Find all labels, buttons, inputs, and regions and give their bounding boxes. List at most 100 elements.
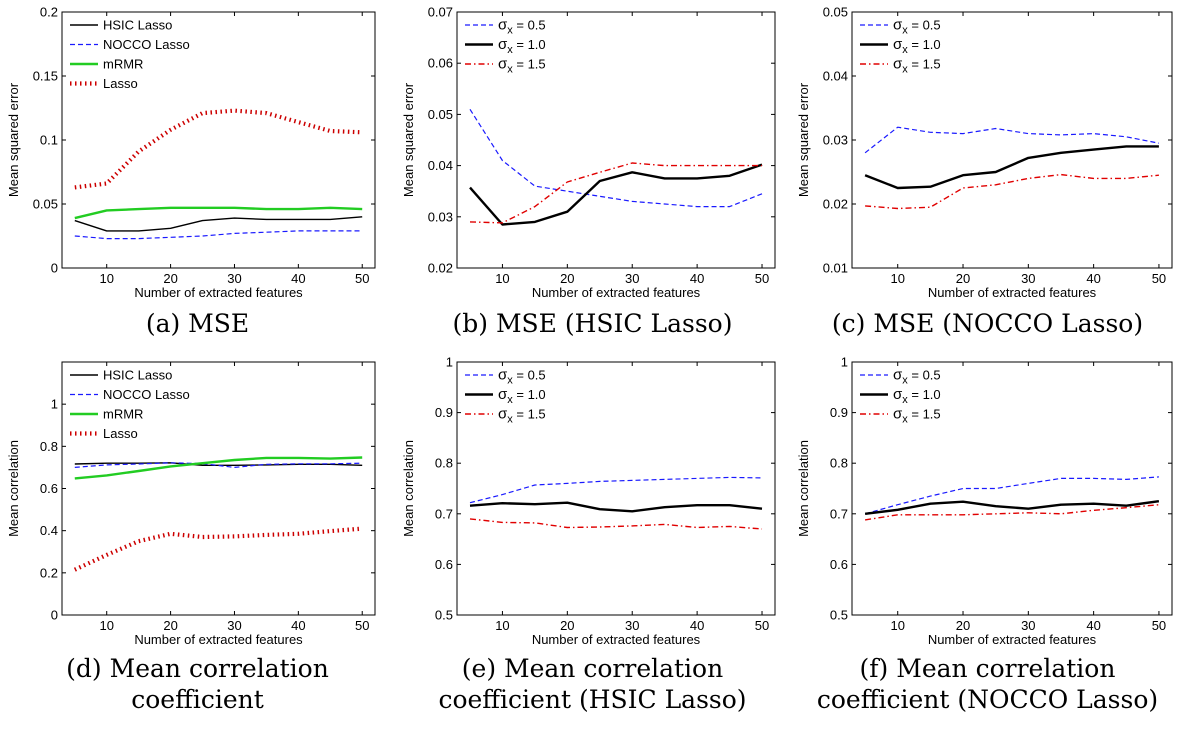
x-tick-label: 20 xyxy=(163,618,177,633)
y-tick-label: 0.7 xyxy=(435,506,453,521)
y-tick-label: 0.02 xyxy=(823,197,848,212)
y-axis-label: Mean correlation xyxy=(401,440,416,537)
x-tick-label: 20 xyxy=(956,271,970,286)
x-tick-label: 20 xyxy=(956,618,970,633)
y-tick-label: 1 xyxy=(446,355,453,370)
y-tick-label: 0.8 xyxy=(40,439,58,454)
chart-b: 10 20 30 40 50 0.02 0.03 0.04 0.05 0.06 0.07 Number… xyxy=(401,5,776,300)
caption-d-line-2: coefficient xyxy=(131,685,264,714)
caption-a-line-1: (a) MSE xyxy=(145,309,250,338)
y-tick-label: 0.2 xyxy=(40,565,58,580)
chart-panel-a: 10 20 30 40 50 0 0.05 0.1 0.15 0.2 Number of extra… xyxy=(0,0,395,300)
series-line-x-1-5 xyxy=(865,173,1159,210)
legend-label-x-1-5: σx = 1.5 xyxy=(893,56,941,76)
series-line-x-0-5 xyxy=(469,476,763,504)
chart-panel-f: 10 20 30 40 50 0.5 0.6 0.7 0.8 0.9 1 Number of extr… xyxy=(790,350,1185,650)
chart-e: 10 20 30 40 50 0.5 0.6 0.7 0.8 0.9 1 Number of extr… xyxy=(401,355,776,647)
series-line-x-0-5 xyxy=(864,476,1159,515)
y-axis-label: Mean correlation xyxy=(796,440,811,537)
x-axis-label: Number of extracted features xyxy=(134,632,303,647)
y-tick-label: 0.15 xyxy=(33,69,58,84)
y-tick-label: 0.5 xyxy=(435,608,453,623)
caption-f: (f) Mean correlation coefficient (NOCCO … xyxy=(790,653,1185,715)
x-tick-label: 30 xyxy=(227,271,241,286)
x-tick-label: 30 xyxy=(1021,618,1035,633)
x-axis-label: Number of extracted features xyxy=(928,285,1097,300)
y-tick-label: 0.7 xyxy=(830,506,848,521)
x-tick-label: 10 xyxy=(495,618,509,633)
y-axis-label: Mean squared error xyxy=(401,82,416,197)
chart-panel-c: 10 20 30 40 50 0.01 0.02 0.03 0.04 0.05 Number of … xyxy=(790,0,1185,300)
legend-label-x-1-0: σx = 1.0 xyxy=(498,386,546,406)
x-axis-label: Number of extracted features xyxy=(532,285,701,300)
series-line-nocco-lasso xyxy=(74,230,363,240)
x-tick-label: 50 xyxy=(1152,618,1166,633)
legend-label-x-0-5: σx = 0.5 xyxy=(498,367,546,387)
legend-label-hsic-lasso: HSIC Lasso xyxy=(103,18,172,33)
y-tick-label: 0.9 xyxy=(435,405,453,420)
y-tick-label: 0 xyxy=(51,608,58,623)
caption-f-line-1: (f) Mean correlation xyxy=(859,654,1116,683)
legend-label-lasso: Lasso xyxy=(103,426,138,441)
x-tick-label: 20 xyxy=(560,618,574,633)
chart-panel-b: 10 20 30 40 50 0.02 0.03 0.04 0.05 0.06 0.07 Number… xyxy=(395,0,790,300)
x-tick-label: 50 xyxy=(355,271,369,286)
caption-b-line-1: (b) MSE (HSIC Lasso) xyxy=(452,309,733,338)
x-axis-label: Number of extracted features xyxy=(532,632,701,647)
y-tick-label: 0.4 xyxy=(40,523,58,538)
y-tick-label: 0.01 xyxy=(823,261,848,276)
y-tick-label: 0.03 xyxy=(823,133,848,148)
legend-label-x-1-5: σx = 1.5 xyxy=(498,56,546,76)
y-tick-label: 1 xyxy=(51,397,58,412)
x-tick-label: 10 xyxy=(890,618,904,633)
series-line-x-1-0 xyxy=(864,500,1160,515)
x-tick-label: 50 xyxy=(355,618,369,633)
legend-label-x-1-5: σx = 1.5 xyxy=(893,406,941,426)
y-tick-label: 0.6 xyxy=(830,557,848,572)
axes-box xyxy=(851,361,1173,616)
x-tick-label: 20 xyxy=(163,271,177,286)
legend-label-nocco-lasso: NOCCO Lasso xyxy=(103,387,190,402)
y-axis-label: Mean correlation xyxy=(6,440,21,537)
y-tick-label: 0.05 xyxy=(33,197,58,212)
chart-a: 10 20 30 40 50 0 0.05 0.1 0.15 0.2 Number of extra… xyxy=(6,5,376,300)
x-tick-label: 30 xyxy=(625,618,639,633)
y-tick-label: 0.04 xyxy=(428,158,453,173)
series-line-x-1-0 xyxy=(469,501,763,513)
caption-d: (d) Mean correlation coefficient xyxy=(0,653,395,715)
caption-f-line-2: coefficient (NOCCO Lasso) xyxy=(816,685,1159,714)
series-line-x-0-5 xyxy=(469,108,763,208)
x-tick-label: 40 xyxy=(291,618,305,633)
legend-label-x-1-0: σx = 1.0 xyxy=(893,386,941,406)
x-tick-label: 50 xyxy=(1152,271,1166,286)
y-tick-label: 0.04 xyxy=(823,69,848,84)
y-tick-label: 0.6 xyxy=(435,557,453,572)
legend-label-x-0-5: σx = 0.5 xyxy=(893,17,941,37)
legend-label-hsic-lasso: HSIC Lasso xyxy=(103,368,172,383)
series-line-mrmr xyxy=(74,456,363,480)
y-tick-label: 0.2 xyxy=(40,5,58,20)
y-tick-label: 0.8 xyxy=(830,456,848,471)
legend-label-x-1-0: σx = 1.0 xyxy=(498,36,546,56)
caption-b: (b) MSE (HSIC Lasso) xyxy=(395,308,790,339)
legend-label-mrmr: mRMR xyxy=(103,57,143,72)
caption-c: (c) MSE (NOCCO Lasso) xyxy=(790,308,1185,339)
series-line-x-1-0 xyxy=(864,145,1159,190)
caption-d-line-1: (d) Mean correlation xyxy=(66,654,329,683)
x-tick-label: 30 xyxy=(227,618,241,633)
x-axis-label: Number of extracted features xyxy=(928,632,1097,647)
series-line-x-1-5 xyxy=(469,162,762,224)
caption-a: (a) MSE xyxy=(0,308,395,339)
caption-e: (e) Mean correlation coefficient (HSIC L… xyxy=(395,653,790,715)
legend-label-x-1-0: σx = 1.0 xyxy=(893,36,941,56)
caption-e-line-1: (e) Mean correlation xyxy=(461,654,724,683)
y-tick-label: 0.05 xyxy=(823,5,848,20)
y-tick-label: 0 xyxy=(51,261,58,276)
series-line-hsic-lasso xyxy=(74,216,363,232)
y-tick-label: 0.06 xyxy=(428,56,453,71)
chart-f: 10 20 30 40 50 0.5 0.6 0.7 0.8 0.9 1 Number of extr… xyxy=(796,355,1173,647)
series-line-lasso xyxy=(74,108,363,190)
series-line-x-1-0 xyxy=(469,163,763,226)
legend-label-x-0-5: σx = 0.5 xyxy=(498,17,546,37)
